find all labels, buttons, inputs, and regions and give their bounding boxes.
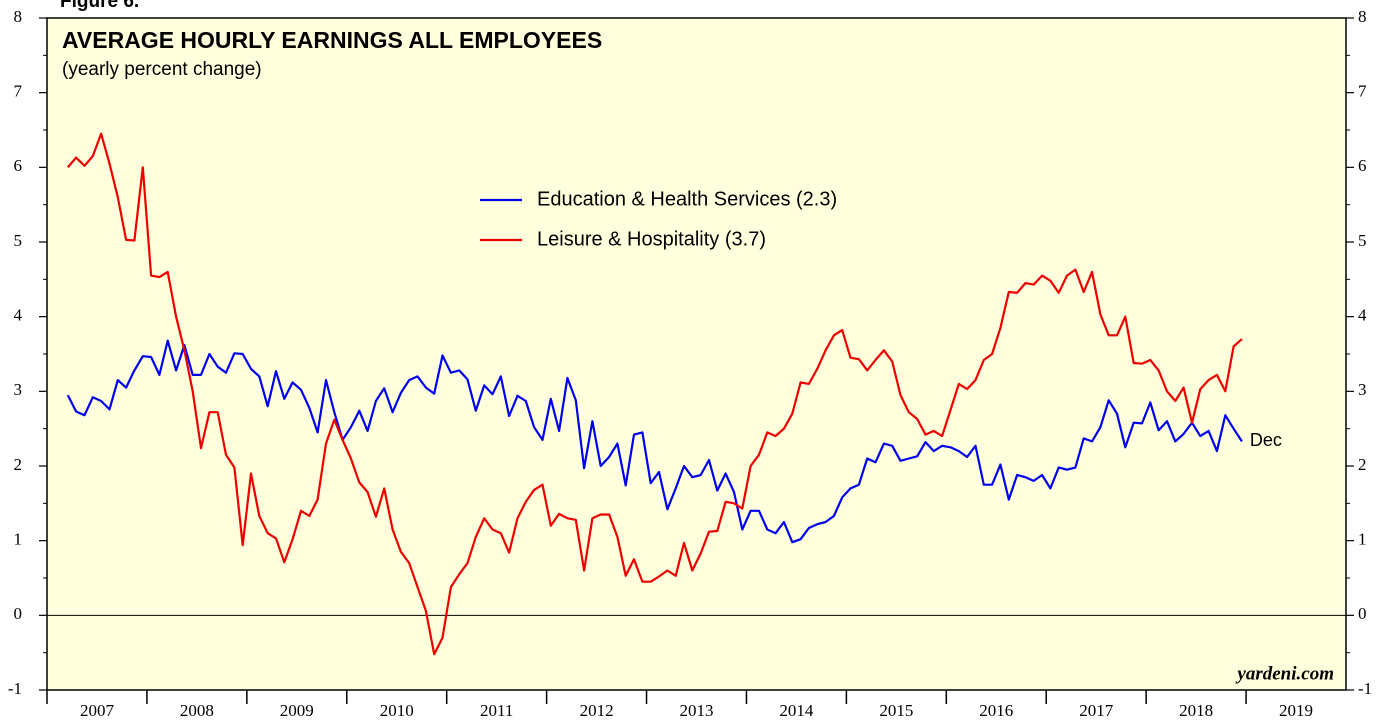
y-tick-label: 0 [14,604,23,623]
figure-label: Figure 6. [60,0,139,12]
source: yardeni.com [1235,663,1334,684]
y-tick-label: 6 [14,156,23,175]
y-tick-label-right: -1 [1358,679,1372,698]
y-tick-label: 8 [14,7,23,26]
x-tick-label: 2009 [280,701,314,720]
y-tick-label: 7 [14,82,23,101]
y-tick-label-right: 0 [1358,604,1367,623]
chart-title: AVERAGE HOURLY EARNINGS ALL EMPLOYEES [62,27,602,53]
x-tick-label: 2007 [80,701,115,720]
y-tick-label-right: 1 [1358,530,1367,549]
x-tick-label: 2013 [680,701,714,720]
y-tick-label-right: 6 [1358,156,1367,175]
y-tick-label: 3 [14,380,23,399]
chart-subtitle: (yearly percent change) [62,59,262,80]
y-tick-label-right: 4 [1358,306,1367,325]
x-tick-label: 2008 [180,701,214,720]
x-tick-label: 2019 [1279,701,1313,720]
series-line [66,339,1243,544]
x-tick-label: 2011 [480,701,513,720]
y-tick-label: 1 [14,530,23,549]
y-tick-label-right: 8 [1358,7,1367,26]
legend-label: Leisure & Hospitality (3.7) [537,228,766,250]
y-tick-label: 4 [14,306,23,325]
x-tick-label: 2017 [1079,701,1114,720]
y-tick-label: 2 [14,455,23,474]
x-tick-label: 2010 [380,701,414,720]
x-tick-label: 2016 [979,701,1013,720]
annotation: Dec [1250,430,1282,450]
series-line [66,132,1243,656]
y-tick-label-right: 7 [1358,82,1367,101]
x-tick-label: 2012 [580,701,614,720]
y-tick-label-right: 5 [1358,231,1367,250]
y-tick-label-right: 3 [1358,380,1367,399]
y-tick-label: 5 [14,231,23,250]
y-tick-label: -1 [8,679,22,698]
x-tick-label: 2015 [879,701,913,720]
x-tick-label: 2018 [1179,701,1213,720]
legend-label: Education & Health Services (2.3) [537,188,837,210]
x-tick-label: 2014 [779,701,814,720]
plot-area [46,17,1347,691]
y-tick-label-right: 2 [1358,455,1367,474]
